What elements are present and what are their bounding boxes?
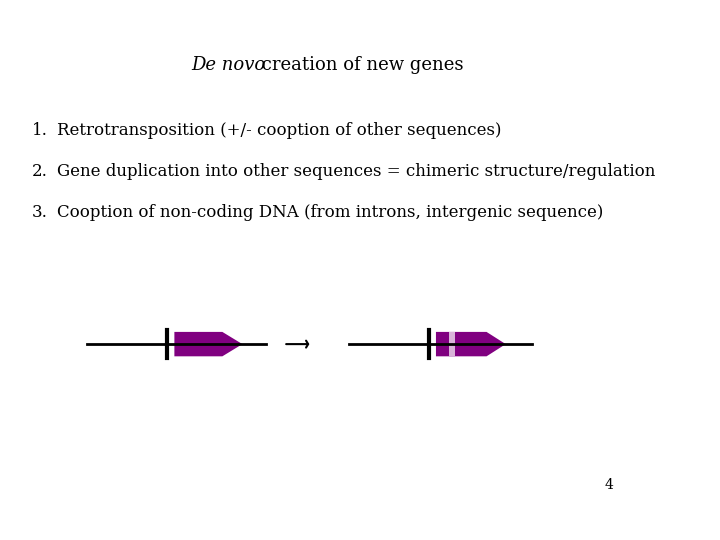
Text: 1.: 1. bbox=[32, 122, 48, 139]
Text: 2.: 2. bbox=[32, 163, 48, 180]
Text: Cooption of non-coding DNA (from introns, intergenic sequence): Cooption of non-coding DNA (from introns… bbox=[57, 204, 603, 221]
Text: Retrotransposition (+/- cooption of other sequences): Retrotransposition (+/- cooption of othe… bbox=[57, 122, 501, 139]
Text: 3.: 3. bbox=[32, 204, 48, 221]
Polygon shape bbox=[449, 332, 455, 356]
Polygon shape bbox=[174, 332, 243, 356]
Text: 4: 4 bbox=[604, 478, 613, 492]
Text: De novo: De novo bbox=[191, 56, 265, 74]
Text: creation of new genes: creation of new genes bbox=[256, 56, 463, 74]
Text: Gene duplication into other sequences = chimeric structure/regulation: Gene duplication into other sequences = … bbox=[57, 163, 655, 180]
Polygon shape bbox=[436, 332, 505, 356]
